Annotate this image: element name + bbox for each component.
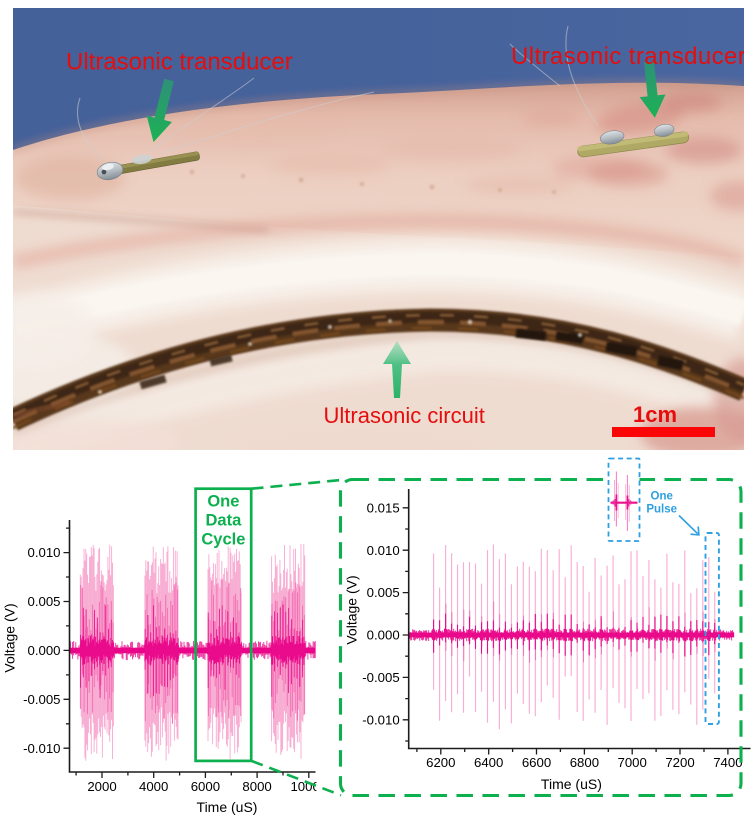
- svg-text:0.000: 0.000: [367, 628, 400, 643]
- svg-text:-0.005: -0.005: [23, 692, 60, 707]
- svg-text:6200: 6200: [426, 755, 455, 770]
- svg-text:Voltage (V): Voltage (V): [2, 603, 18, 672]
- svg-text:0.005: 0.005: [367, 585, 400, 600]
- svg-text:4000: 4000: [139, 779, 168, 794]
- svg-text:10000: 10000: [290, 779, 327, 794]
- svg-text:Data: Data: [206, 512, 243, 530]
- svg-text:Voltage (V): Voltage (V): [344, 575, 360, 644]
- svg-text:6400: 6400: [474, 755, 503, 770]
- svg-text:-0.010: -0.010: [362, 712, 399, 727]
- svg-text:0.000: 0.000: [27, 643, 60, 658]
- svg-text:One: One: [207, 493, 239, 511]
- svg-text:Ultrasonic transducer: Ultrasonic transducer: [66, 49, 293, 76]
- svg-text:6800: 6800: [570, 755, 599, 770]
- svg-text:Ultrasonic transducer: Ultrasonic transducer: [511, 43, 746, 70]
- svg-text:Pulse: Pulse: [646, 504, 677, 516]
- svg-text:Time (uS): Time (uS): [541, 776, 602, 792]
- svg-text:2000: 2000: [87, 779, 116, 794]
- svg-text:6000: 6000: [191, 779, 220, 794]
- svg-text:6600: 6600: [522, 755, 551, 770]
- svg-text:0.010: 0.010: [27, 545, 60, 560]
- svg-text:0.010: 0.010: [367, 543, 400, 558]
- svg-text:-0.010: -0.010: [23, 741, 60, 756]
- svg-text:7000: 7000: [618, 755, 647, 770]
- svg-text:Ultrasonic circuit: Ultrasonic circuit: [324, 403, 485, 428]
- svg-text:Time (uS): Time (uS): [197, 799, 258, 815]
- svg-text:0.005: 0.005: [27, 594, 60, 609]
- svg-text:7400: 7400: [713, 755, 742, 770]
- svg-text:7200: 7200: [665, 755, 694, 770]
- svg-text:-0.005: -0.005: [362, 670, 399, 685]
- svg-text:0.015: 0.015: [367, 500, 400, 515]
- svg-text:One: One: [651, 491, 673, 503]
- svg-text:Cycle: Cycle: [201, 531, 245, 549]
- svg-text:1cm: 1cm: [633, 402, 677, 427]
- svg-text:8000: 8000: [242, 779, 271, 794]
